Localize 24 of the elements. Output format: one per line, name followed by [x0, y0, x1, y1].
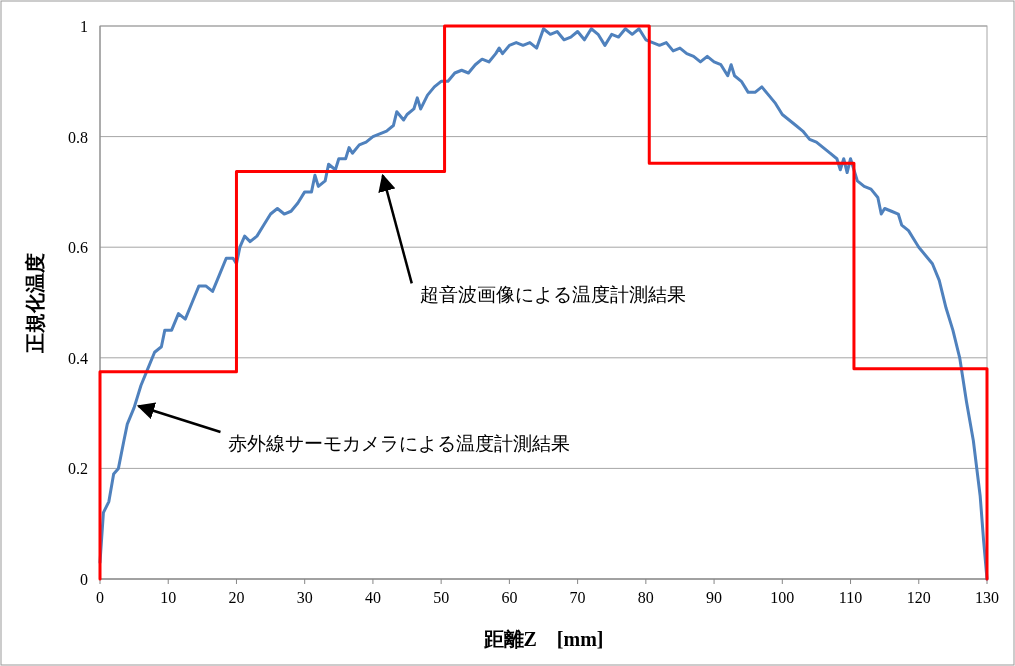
y-tick-label: 0.2 — [68, 460, 88, 478]
y-tick-label: 0 — [80, 571, 88, 588]
y-tick-label: 1 — [80, 18, 88, 35]
x-tick-label: 10 — [160, 589, 177, 606]
x-tick-label: 20 — [228, 589, 245, 606]
y-tick-label: 0.6 — [68, 239, 88, 257]
y-tick-label: 0.8 — [68, 128, 88, 146]
x-tick-label: 50 — [433, 589, 450, 606]
x-tick-label: 80 — [637, 589, 654, 606]
x-tick-label: 100 — [770, 589, 795, 606]
x-tick-label: 90 — [706, 589, 723, 606]
x-tick-label: 70 — [569, 589, 586, 606]
x-tick-label: 40 — [364, 589, 381, 606]
y-tick-label: 0.4 — [68, 349, 88, 367]
annotation: 赤外線サーモカメラによる温度計測結果 — [228, 432, 571, 455]
x-tick-label: 130 — [975, 589, 999, 606]
x-tick-label: 120 — [906, 589, 931, 606]
y-axis-title: 正規化温度 — [24, 252, 46, 354]
x-tick-label: 0 — [96, 589, 104, 606]
annotation: 超音波画像による温度計測結果 — [419, 283, 686, 306]
x-axis-title: 距離Z [mm] — [482, 628, 604, 650]
x-tick-label: 30 — [296, 589, 313, 606]
x-tick-label: 60 — [501, 589, 518, 606]
x-tick-label: 110 — [838, 589, 863, 606]
